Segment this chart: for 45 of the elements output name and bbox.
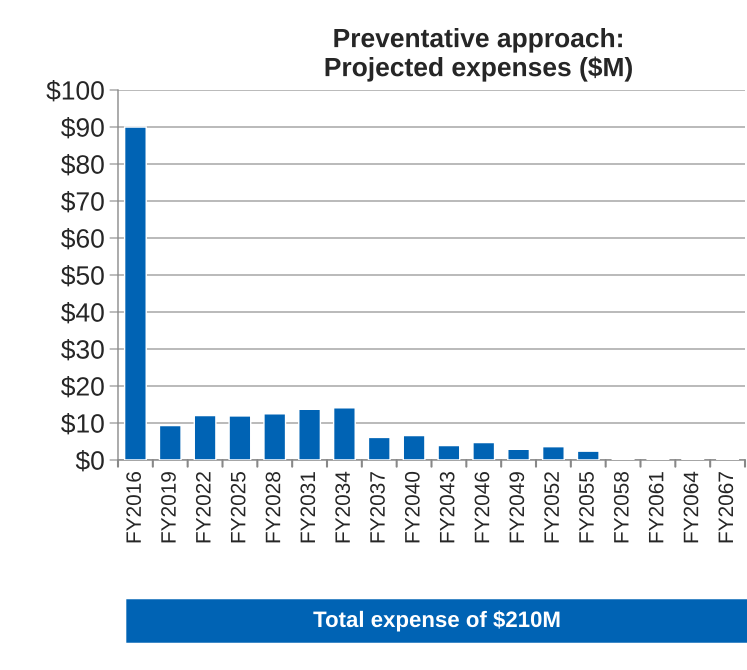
x-tick-label: FY2040 (404, 472, 420, 542)
x-tick-label: FY2016 (126, 472, 142, 542)
x-tick-label: FY2064 (684, 472, 698, 542)
x-tick-label: FY2022 (196, 472, 211, 542)
x-tick-label: FY2025 (230, 472, 246, 542)
y-tick-label: $80 (61, 154, 104, 176)
x-tick-label: FY2052 (544, 472, 560, 542)
x-tick-label: FY2061 (648, 472, 664, 542)
bar (542, 446, 565, 460)
bar (507, 448, 530, 460)
bar (263, 413, 286, 460)
x-tick-label: FY2037 (370, 472, 385, 542)
bar (576, 450, 600, 460)
y-tick-label: $30 (61, 339, 104, 360)
bar (402, 434, 426, 460)
y-tick-label: $60 (61, 228, 104, 250)
y-tick-label: $50 (61, 265, 104, 286)
bar (228, 415, 252, 460)
bar (298, 408, 322, 460)
y-tick-label: $0 (76, 450, 104, 472)
x-tick-label: FY2049 (509, 472, 524, 542)
y-tick-label: $70 (61, 191, 104, 212)
chart-title: Preventative approach: Projected expenses ($M) (326, 28, 632, 82)
x-tick-label: FY2055 (579, 472, 594, 542)
x-tick-label: FY2067 (718, 472, 734, 542)
x-tick-label: FY2043 (440, 472, 455, 542)
bar (332, 407, 356, 460)
x-tick-label: FY2046 (474, 472, 490, 542)
bar (158, 424, 182, 460)
text: Total expense of $210M (313, 610, 560, 632)
x-tick-label: FY2034 (335, 472, 350, 542)
y-tick-label: $100 (46, 80, 104, 102)
y-tick-label: $20 (61, 376, 104, 398)
bar (472, 442, 496, 460)
x-tick-label: FY2019 (161, 472, 176, 542)
y-tick-label: $10 (61, 413, 104, 434)
x-tick-label: FY2028 (266, 472, 280, 542)
x-tick-label: FY2031 (300, 472, 316, 542)
y-tick-label: $90 (61, 117, 104, 138)
bar (124, 126, 147, 460)
x-tick-label: FY2058 (614, 472, 629, 542)
bar (437, 444, 460, 460)
bar (194, 414, 217, 460)
bar (368, 436, 391, 460)
y-tick-label: $40 (61, 302, 104, 324)
